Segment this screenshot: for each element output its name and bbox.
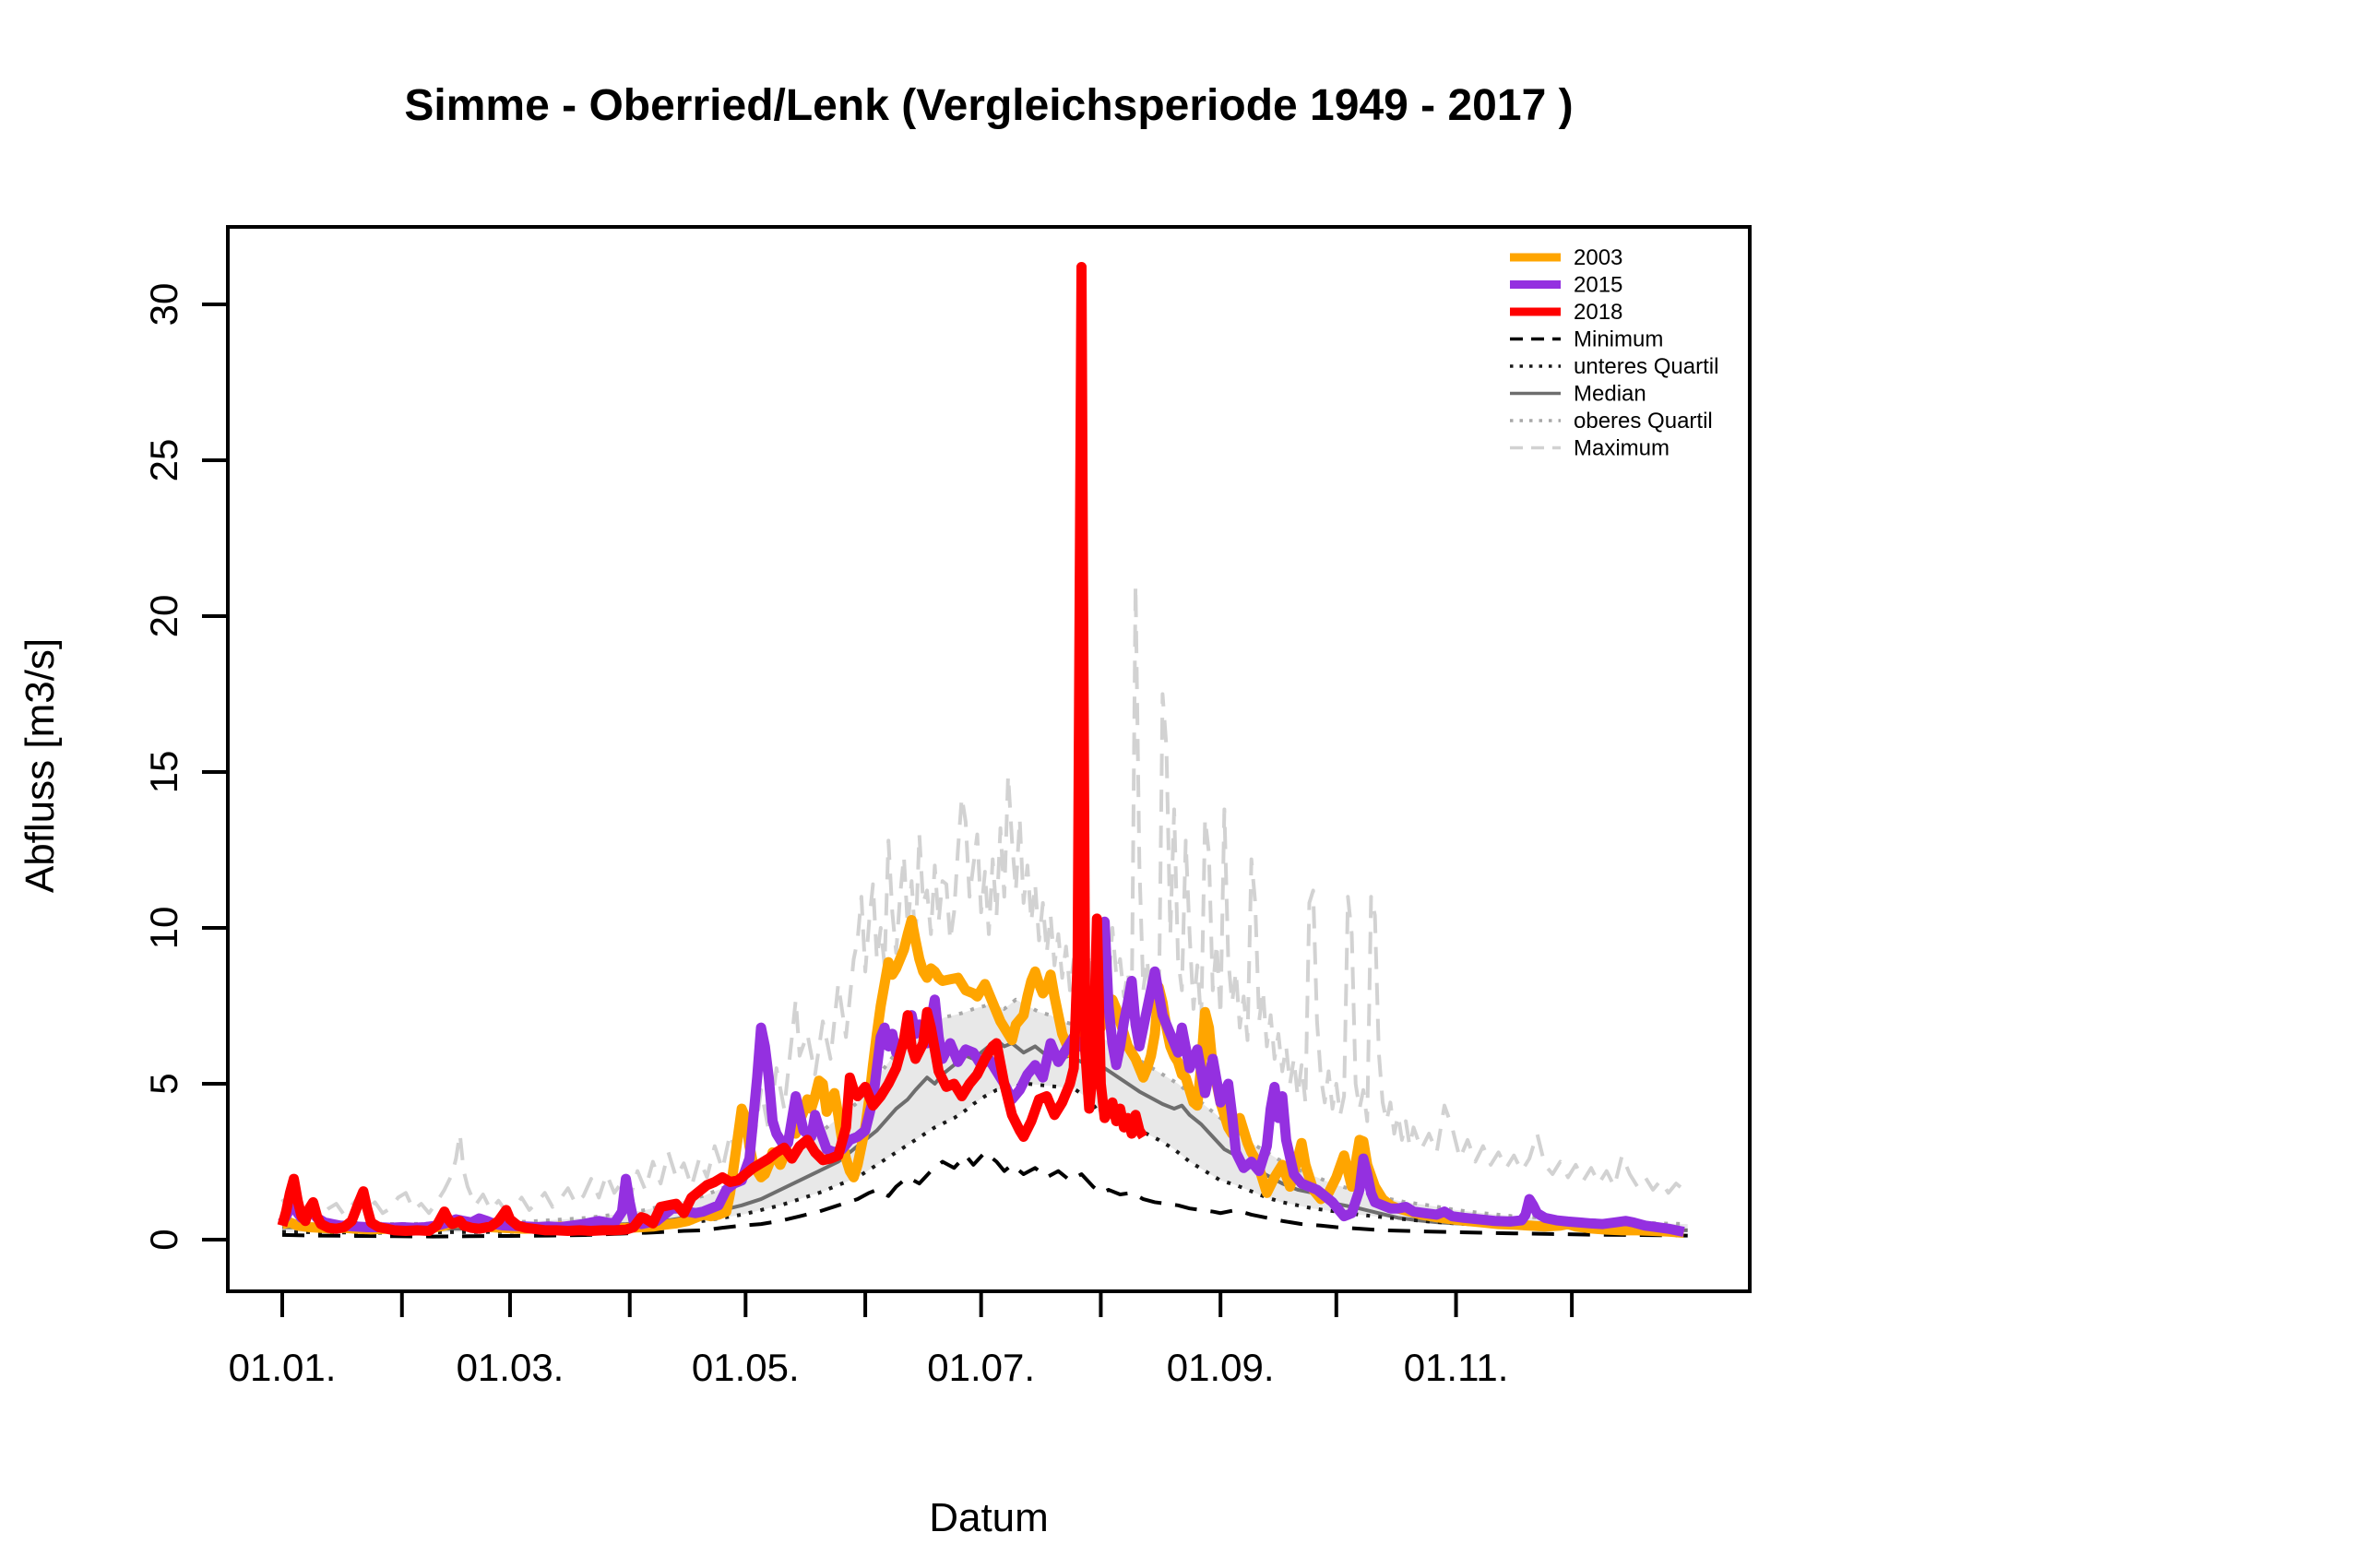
series-line-minimum: [281, 1150, 1688, 1239]
x-tick-label: 01.01.: [229, 1346, 337, 1389]
x-axis: 01.01. 01.03. 01.05. 01.07. 01.09. 01.11.: [229, 1291, 1575, 1389]
interquartile-band: [282, 999, 1688, 1233]
legend-label: Median: [1574, 382, 1646, 407]
y-axis: 0 5 10 15 20 25 30: [142, 283, 228, 1251]
y-axis-title: Abfluss [m3/s]: [18, 638, 63, 893]
legend-label: oberes Quartil: [1574, 409, 1713, 434]
series-line-2003: [280, 915, 1684, 1239]
x-tick-label: 01.09.: [1167, 1346, 1275, 1389]
series-lines: [277, 261, 1688, 1239]
legend-label: unteres Quartil: [1574, 354, 1718, 379]
x-tick-label: 01.05.: [692, 1346, 800, 1389]
x-tick-label: 01.07.: [927, 1346, 1035, 1389]
y-tick-label: 25: [142, 439, 185, 482]
chart-title: Simme - Oberried/Lenk (Vergleichsperiode…: [404, 81, 1573, 130]
legend-label: 2003: [1574, 245, 1622, 270]
series-line-oberes-quartil: [281, 997, 1688, 1227]
series-line-maximum: [280, 583, 1685, 1218]
legend-label: Minimum: [1574, 327, 1663, 352]
legend-label: 2015: [1574, 273, 1622, 298]
y-tick-label: 20: [142, 595, 185, 638]
legend-label: 2018: [1574, 300, 1622, 325]
y-tick-label: 0: [142, 1229, 185, 1250]
plot-border: [226, 225, 1752, 1293]
x-tick-label: 01.11.: [1404, 1346, 1509, 1389]
legend-label: Maximum: [1574, 436, 1670, 461]
x-tick-label: 01.03.: [457, 1346, 564, 1389]
y-tick-label: 15: [142, 751, 185, 794]
quartile-band: [282, 999, 1688, 1233]
y-tick-label: 10: [142, 907, 185, 950]
x-axis-title: Datum: [929, 1495, 1049, 1540]
y-tick-label: 30: [142, 283, 185, 327]
y-tick-label: 5: [142, 1073, 185, 1094]
series-line-2018: [277, 261, 1148, 1237]
